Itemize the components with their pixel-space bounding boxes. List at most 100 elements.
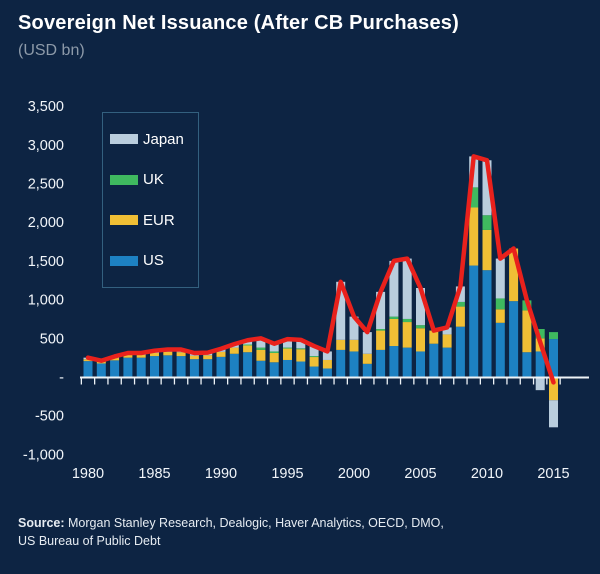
legend-label-uk: UK (143, 171, 164, 189)
bar-segment-japan-1996 (296, 339, 306, 349)
bar-segment-japan-1995 (283, 339, 292, 348)
bar-segment-japan-2015 (549, 400, 558, 428)
bar-segment-eur-1990 (216, 351, 226, 357)
bar-segment-japan-2004 (402, 258, 412, 319)
bar-segment-eur-2012 (509, 248, 519, 302)
legend-swatch-us (110, 255, 138, 266)
bar-segment-us-1981 (96, 363, 106, 377)
bar-segment-us-1996 (296, 361, 306, 377)
bar-segment-eur-2010 (482, 229, 492, 271)
bar-segment-eur-1991 (229, 347, 239, 354)
bar-segment-us-1988 (189, 359, 199, 377)
bar-segment-eur-2005 (416, 328, 425, 352)
bar-segment-us-2014 (535, 351, 545, 377)
chart-title: Sovereign Net Issuance (After CB Purchas… (18, 12, 459, 34)
bar-segment-eur-2008 (455, 306, 465, 327)
bar-segment-uk-2011 (495, 298, 505, 310)
bar-segment-uk-2008 (455, 301, 465, 307)
bar-segment-eur-2001 (362, 353, 372, 364)
bar-segment-us-1984 (136, 357, 146, 377)
bar-segment-japan-2005 (416, 287, 425, 326)
bar-segment-japan-1999 (336, 281, 346, 340)
y-axis-tick-label: 2,000 (28, 215, 64, 231)
bar-segment-uk-2009 (469, 187, 479, 208)
bar-segment-japan-2011 (495, 258, 505, 299)
bar-segment-eur-1987 (176, 352, 186, 357)
bar-segment-eur-2015 (549, 377, 558, 401)
bar-segment-japan-2007 (442, 327, 452, 335)
legend-item-eur: EUR (110, 212, 198, 229)
legend-label-eur: EUR (143, 211, 175, 229)
bar-segment-eur-1997 (309, 356, 319, 367)
bar-segment-eur-2013 (522, 310, 532, 353)
bar-segment-us-2005 (416, 351, 425, 377)
bar-segment-japan-2000 (349, 316, 359, 340)
bar-segment-us-1995 (283, 359, 292, 377)
legend-label-japan: Japan (143, 130, 184, 148)
bar-segment-uk-1995 (283, 347, 292, 349)
bar-segment-eur-1992 (243, 345, 253, 353)
bar-segment-us-2008 (455, 326, 465, 377)
bar-segment-eur-1985 (150, 353, 159, 357)
bar-segment-uk-1993 (256, 347, 266, 350)
bar-segment-eur-1996 (296, 349, 306, 362)
bar-segment-uk-1992 (243, 344, 253, 346)
bar-segment-eur-2004 (402, 322, 412, 348)
bar-segment-us-1989 (203, 359, 213, 377)
y-axis-tick-label: -1,000 (23, 447, 64, 463)
bar-segment-eur-1984 (136, 354, 146, 358)
bar-segment-japan-2010 (482, 160, 492, 216)
bar-segment-us-2001 (362, 363, 372, 377)
bar-segment-japan-1997 (309, 346, 319, 357)
bar-segment-uk-1997 (309, 356, 319, 358)
bar-segment-eur-1998 (322, 359, 332, 369)
bar-segment-eur-1986 (163, 351, 173, 356)
bar-segment-uk-2015 (549, 332, 558, 340)
bar-segment-us-2013 (522, 352, 532, 377)
y-axis-tick-label: 3,500 (28, 99, 64, 115)
bar-segment-us-1991 (229, 353, 239, 377)
bar-segment-eur-2002 (376, 330, 386, 350)
bar-segment-japan-2002 (376, 291, 386, 330)
bar-segment-uk-1996 (296, 348, 306, 350)
x-axis-year-label: 1980 (72, 466, 104, 482)
bar-segment-us-2004 (402, 347, 412, 377)
bar-segment-us-1983 (123, 357, 133, 377)
bar-segment-us-2011 (495, 322, 505, 377)
bar-segment-us-2000 (349, 351, 359, 377)
source-line1: Morgan Stanley Research, Dealogic, Haver… (64, 516, 444, 530)
bar-segment-us-2007 (442, 347, 452, 377)
chart-legend: Japan UK EUR US (102, 112, 199, 288)
bar-segment-eur-2006 (429, 330, 439, 344)
bar-segment-eur-1988 (189, 355, 199, 360)
source-note: Source: Morgan Stanley Research, Dealogi… (18, 514, 584, 550)
bar-segment-eur-1995 (283, 348, 292, 360)
x-axis-year-label: 2015 (537, 466, 569, 482)
bar-segment-japan-1993 (256, 338, 266, 348)
y-axis-tick-label: 2,500 (28, 177, 64, 193)
bar-segment-us-1992 (243, 352, 253, 377)
bar-segment-uk-2003 (389, 316, 399, 319)
bar-segment-uk-2005 (416, 325, 425, 329)
bar-segment-uk-2010 (482, 215, 492, 230)
y-axis-tick-label: 1,500 (28, 254, 64, 270)
x-axis-year-label: 2005 (404, 466, 436, 482)
legend-swatch-eur (110, 215, 138, 226)
bar-segment-japan-2001 (362, 332, 372, 354)
bar-segment-eur-1989 (203, 355, 213, 360)
y-axis-tick-label: 1,000 (28, 293, 64, 309)
bar-segment-uk-2004 (402, 318, 412, 323)
bar-segment-us-1985 (150, 356, 159, 377)
bar-segment-uk-2002 (376, 329, 386, 331)
bar-segment-us-2003 (389, 346, 399, 377)
y-axis-tick-label: -500 (35, 409, 64, 425)
bar-segment-us-1997 (309, 366, 319, 377)
bar-segment-eur-2009 (469, 207, 479, 266)
y-axis-tick-label: 3,000 (28, 138, 64, 154)
x-axis-year-label: 2000 (338, 466, 370, 482)
bar-segment-japan-2003 (389, 260, 399, 317)
x-axis-year-label: 1990 (205, 466, 237, 482)
bar-segment-eur-2007 (442, 334, 452, 348)
